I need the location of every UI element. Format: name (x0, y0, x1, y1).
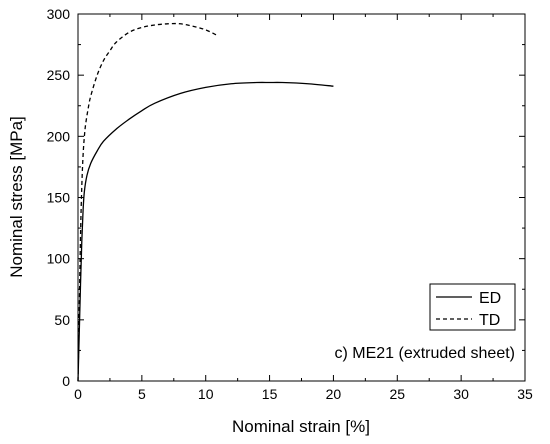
y-tick-label: 50 (54, 312, 70, 328)
y-tick-label: 100 (47, 251, 71, 267)
y-tick-label: 200 (47, 128, 71, 144)
x-tick-label: 10 (198, 386, 214, 402)
y-tick-label: 250 (47, 67, 71, 83)
x-tick-label: 25 (389, 386, 405, 402)
x-tick-label: 5 (138, 386, 146, 402)
y-axis-title: Nominal stress [MPa] (7, 116, 26, 278)
legend-label-ed: ED (479, 290, 501, 307)
series-line-ed (77, 81, 334, 382)
y-tick-label: 300 (47, 6, 71, 22)
series-layer (77, 22, 334, 382)
chart-annotation: c) ME21 (extruded sheet) (334, 345, 515, 362)
series-line-td (77, 22, 219, 382)
x-tick-label: 30 (453, 386, 469, 402)
x-tick-label: 35 (517, 386, 533, 402)
legend-label-td: TD (479, 312, 500, 329)
y-tick-label: 150 (47, 190, 71, 206)
y-tick-label: 0 (62, 373, 70, 389)
legend: ED TD (429, 283, 516, 331)
x-tick-label: 20 (326, 386, 342, 402)
x-axis-title: Nominal strain [%] (232, 417, 370, 436)
legend-box (429, 283, 516, 331)
x-tick-label: 0 (74, 386, 82, 402)
x-tick-label: 15 (262, 386, 278, 402)
axis-ticks: 0 5 10 15 20 25 30 35 0 50 100 150 200 250 300 (47, 6, 533, 402)
